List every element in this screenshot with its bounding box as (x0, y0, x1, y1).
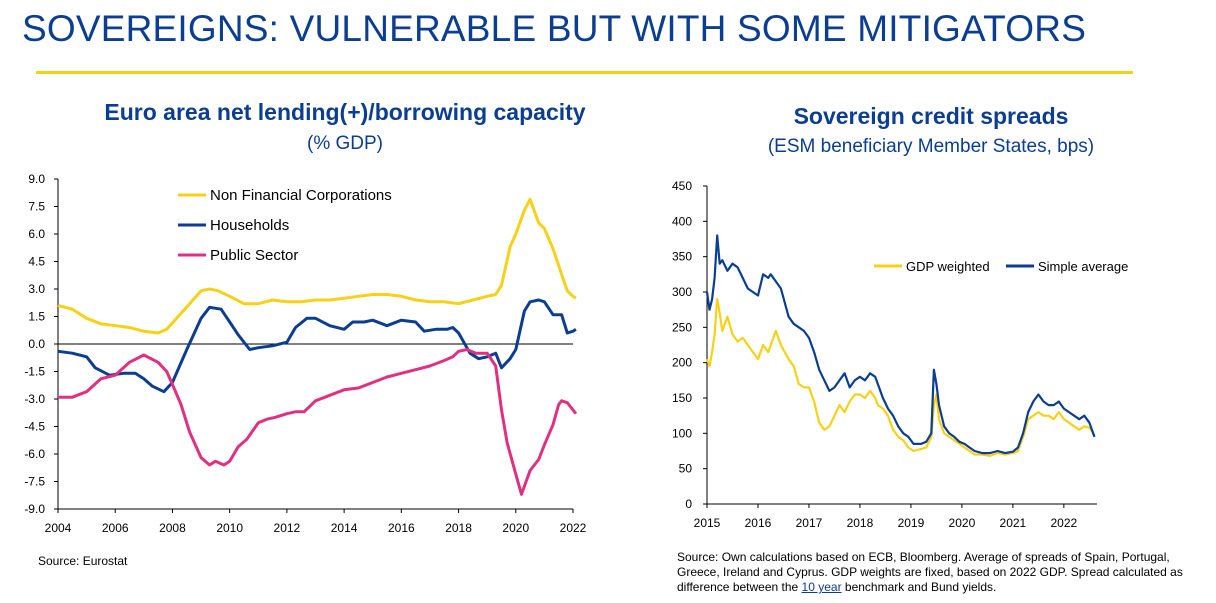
right-source-text-end: benchmark and Bund yields. (841, 580, 997, 594)
y-tick-label: 250 (672, 320, 692, 334)
y-tick-label: 7.5 (28, 200, 45, 214)
y-tick-label: 0 (685, 497, 692, 511)
x-tick-label: 2012 (274, 521, 301, 535)
y-tick-label: 50 (679, 462, 693, 476)
series-line-public-sector (58, 348, 578, 496)
left-chart-title: Euro area net lending(+)/borrowing capac… (104, 99, 586, 125)
y-tick-label: 6.0 (28, 227, 45, 241)
y-tick-label: 3.0 (28, 282, 45, 296)
x-tick-label: 2017 (796, 516, 823, 530)
y-tick-label: -4.5 (24, 420, 45, 434)
x-tick-label: 2022 (1051, 516, 1078, 530)
x-tick-label: 2020 (949, 516, 976, 530)
net-lending-chart: 9.0 7.5 6.0 4.5 3.0 1.5 0.0 -1.5 -3.0 -4.5 -6.0 -7.… (24, 172, 587, 535)
y-tick-label: 350 (672, 250, 692, 264)
x-tick-label: 2016 (388, 521, 415, 535)
y-tick-label: 300 (672, 285, 692, 299)
right-chart-subtitle: (ESM beneficiary Member States, bps) (767, 136, 1095, 157)
y-tick-label: -9.0 (24, 502, 45, 516)
y-tick-label: 400 (672, 214, 692, 228)
legend-label: Non Financial Corporations (210, 187, 392, 204)
y-tick-label: 0.0 (28, 337, 45, 351)
x-tick-label: 2018 (445, 521, 472, 535)
legend-label: Households (210, 217, 289, 234)
x-tick-label: 2022 (560, 521, 587, 535)
left-source-note: Source: Eurostat (38, 554, 128, 568)
y-tick-label: -3.0 (24, 392, 45, 406)
ten-year-link[interactable]: 10 year (801, 580, 842, 594)
series-line-households (57, 298, 577, 394)
legend-label: Public Sector (210, 247, 298, 264)
left-chart-subtitle: (% GDP) (307, 133, 383, 154)
right-chart-title: Sovereign credit spreads (793, 103, 1069, 129)
x-tick-label: 2014 (331, 521, 358, 535)
y-tick-label: 150 (672, 391, 692, 405)
x-tick-label: 2021 (1000, 516, 1027, 530)
title-divider (36, 71, 1133, 74)
y-tick-label: 4.5 (28, 255, 45, 269)
y-tick-label: -1.5 (24, 365, 45, 379)
slide-title: SOVEREIGNS: VULNERABLE BUT WITH SOME MIT… (22, 8, 1087, 49)
y-tick-label: 1.5 (28, 310, 45, 324)
x-tick-label: 2019 (898, 516, 925, 530)
series-line-non-financial-corporations (57, 197, 577, 335)
y-tick-label: 450 (672, 179, 692, 193)
y-tick-label: -7.5 (24, 475, 45, 489)
x-tick-label: 2006 (102, 521, 129, 535)
x-tick-label: 2004 (45, 521, 72, 535)
y-tick-label: 200 (672, 356, 692, 370)
x-tick-label: 2020 (502, 521, 529, 535)
x-tick-label: 2016 (745, 516, 772, 530)
y-tick-label: 100 (672, 426, 692, 440)
series-line-gdp-weighted (705, 298, 1096, 457)
x-tick-label: 2018 (847, 516, 874, 530)
legend-label: Simple average (1038, 259, 1128, 274)
right-source-note: Source: Own calculations based on ECB, B… (677, 550, 1207, 595)
right-source-text: Source: Own calculations based on ECB, B… (677, 550, 1183, 594)
legend-label: GDP weighted (906, 259, 990, 274)
x-tick-label: 2015 (694, 516, 721, 530)
x-tick-label: 2008 (159, 521, 186, 535)
y-tick-label: 9.0 (28, 172, 45, 186)
y-tick-label: -6.0 (24, 447, 45, 461)
series-line-simple-average (705, 234, 1096, 455)
x-tick-label: 2010 (216, 521, 243, 535)
